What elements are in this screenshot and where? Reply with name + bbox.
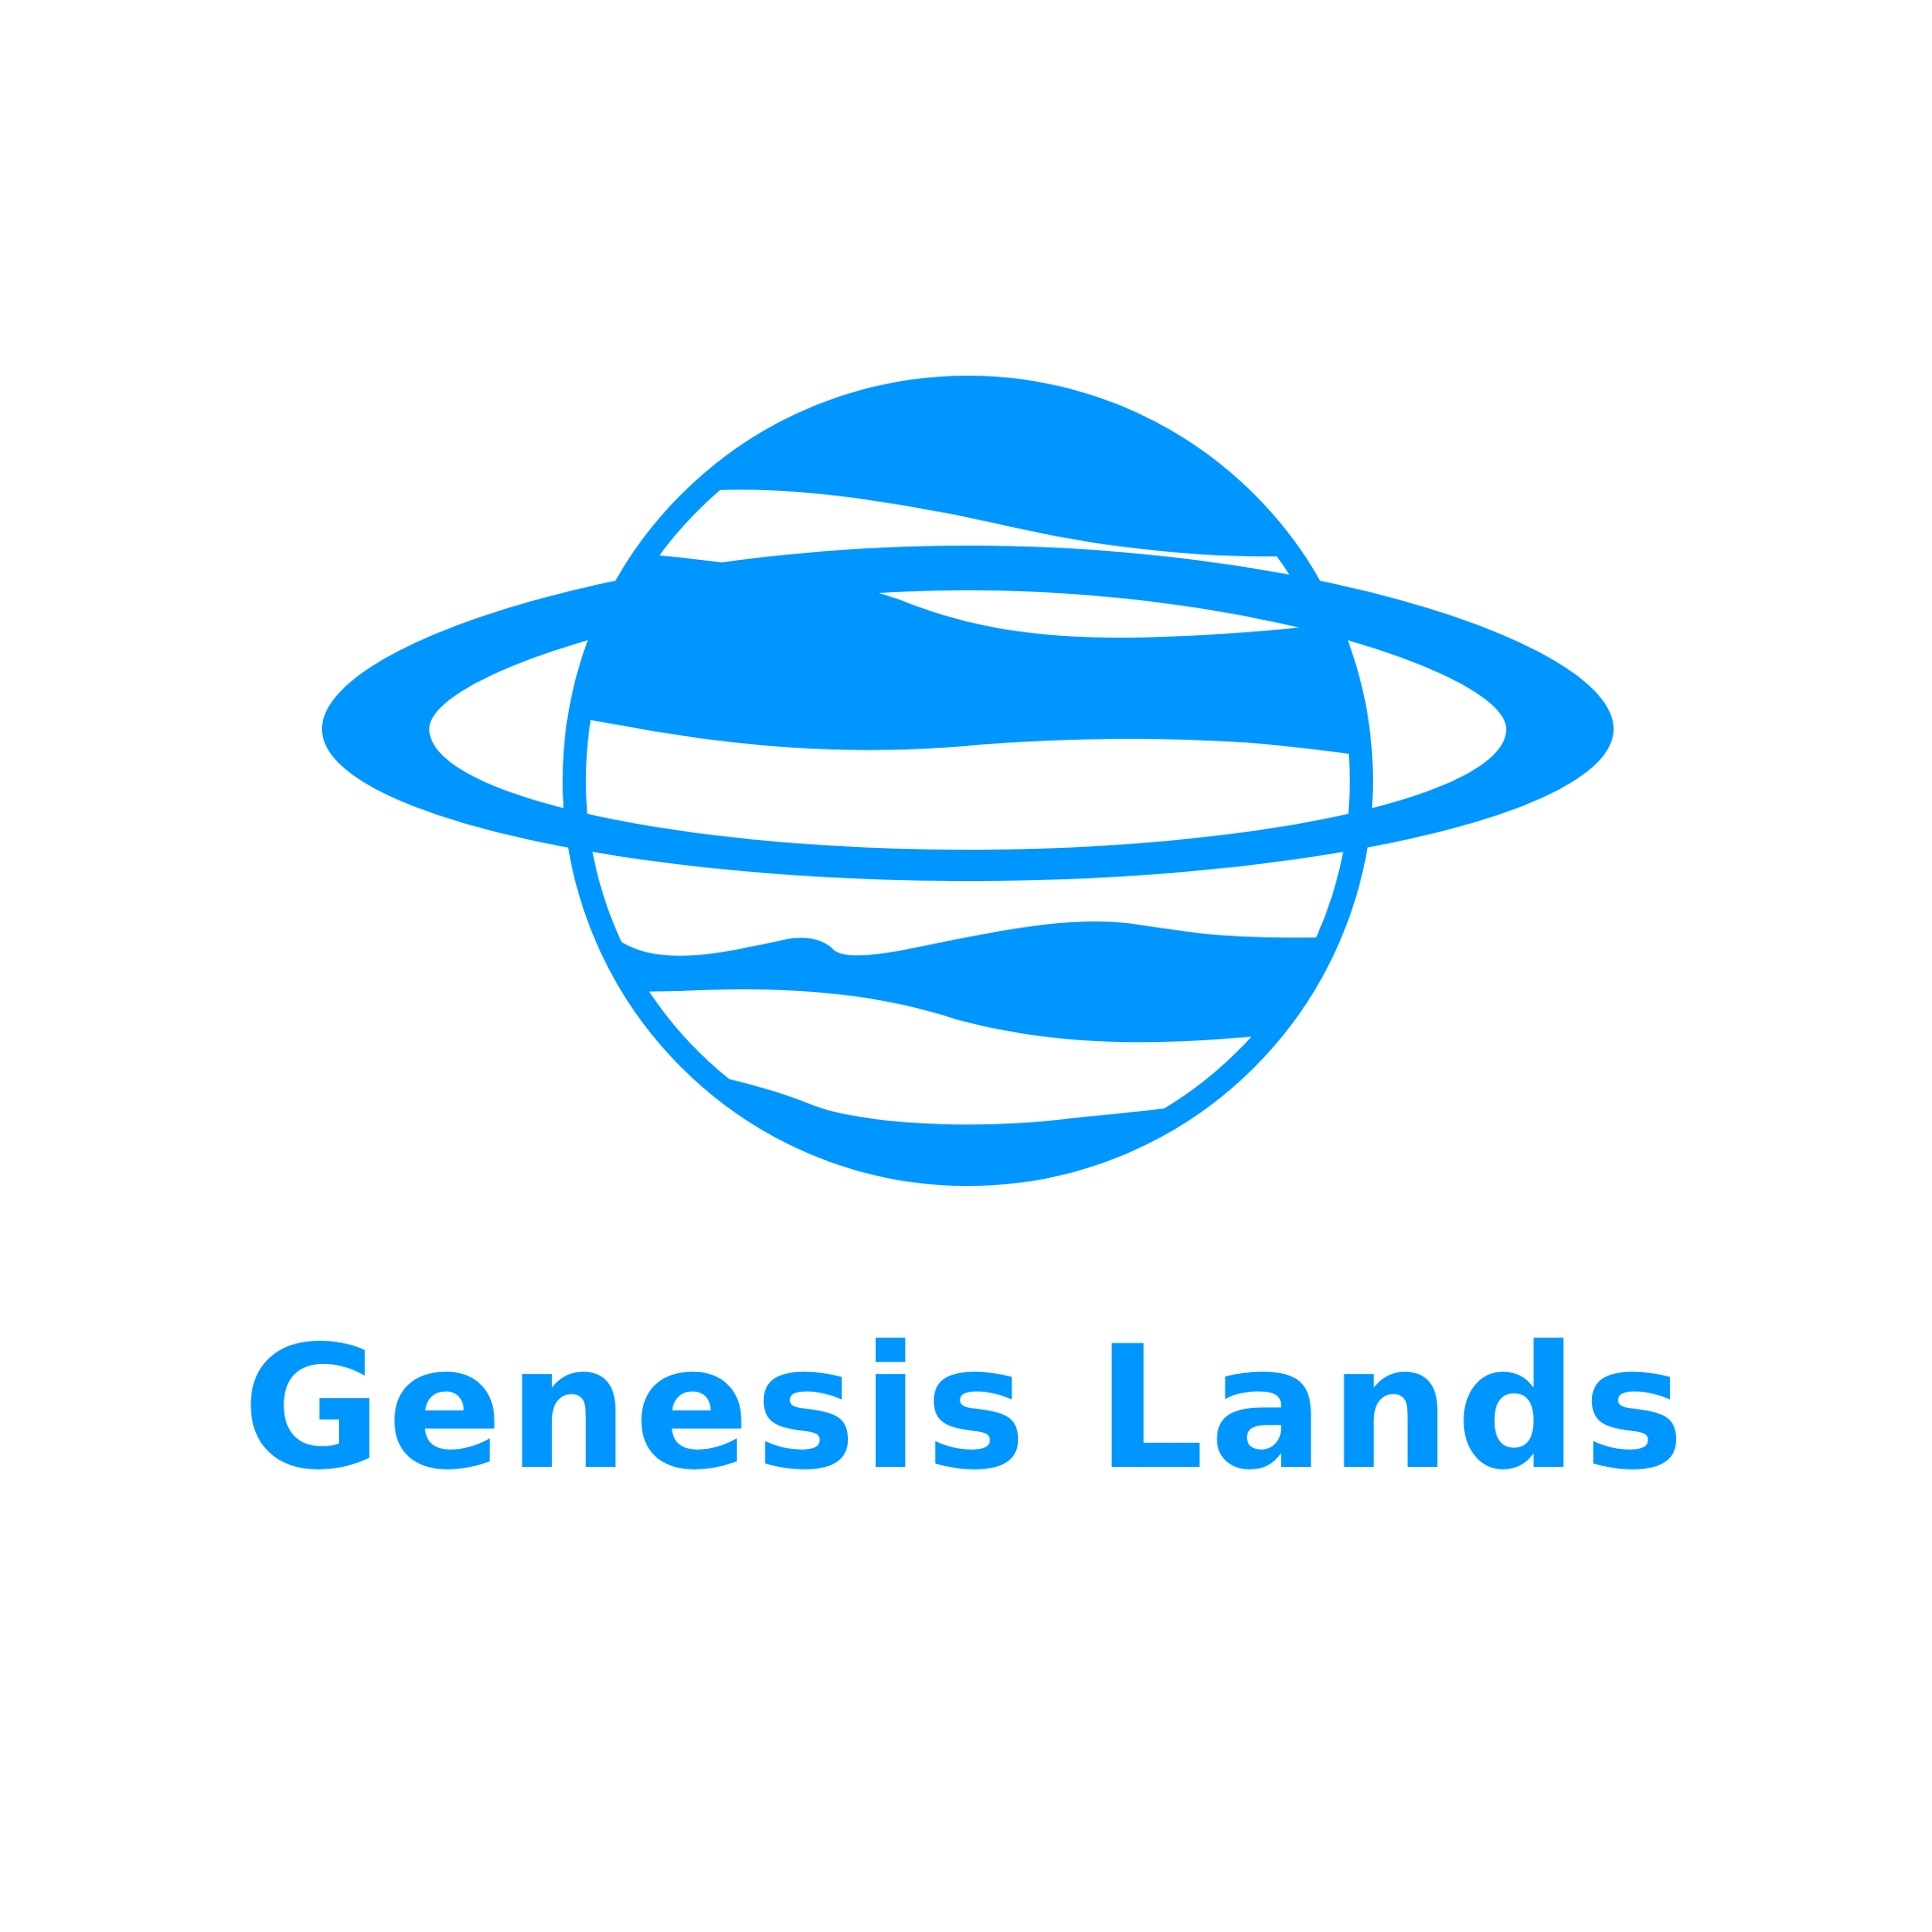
brand-name: Genesis Lands — [242, 1309, 1690, 1507]
planet-band-bottom — [564, 1072, 1372, 1185]
planet-band-upper — [564, 546, 1372, 769]
planet-band-lower — [572, 921, 1372, 1043]
planet-band-top — [564, 377, 1372, 557]
